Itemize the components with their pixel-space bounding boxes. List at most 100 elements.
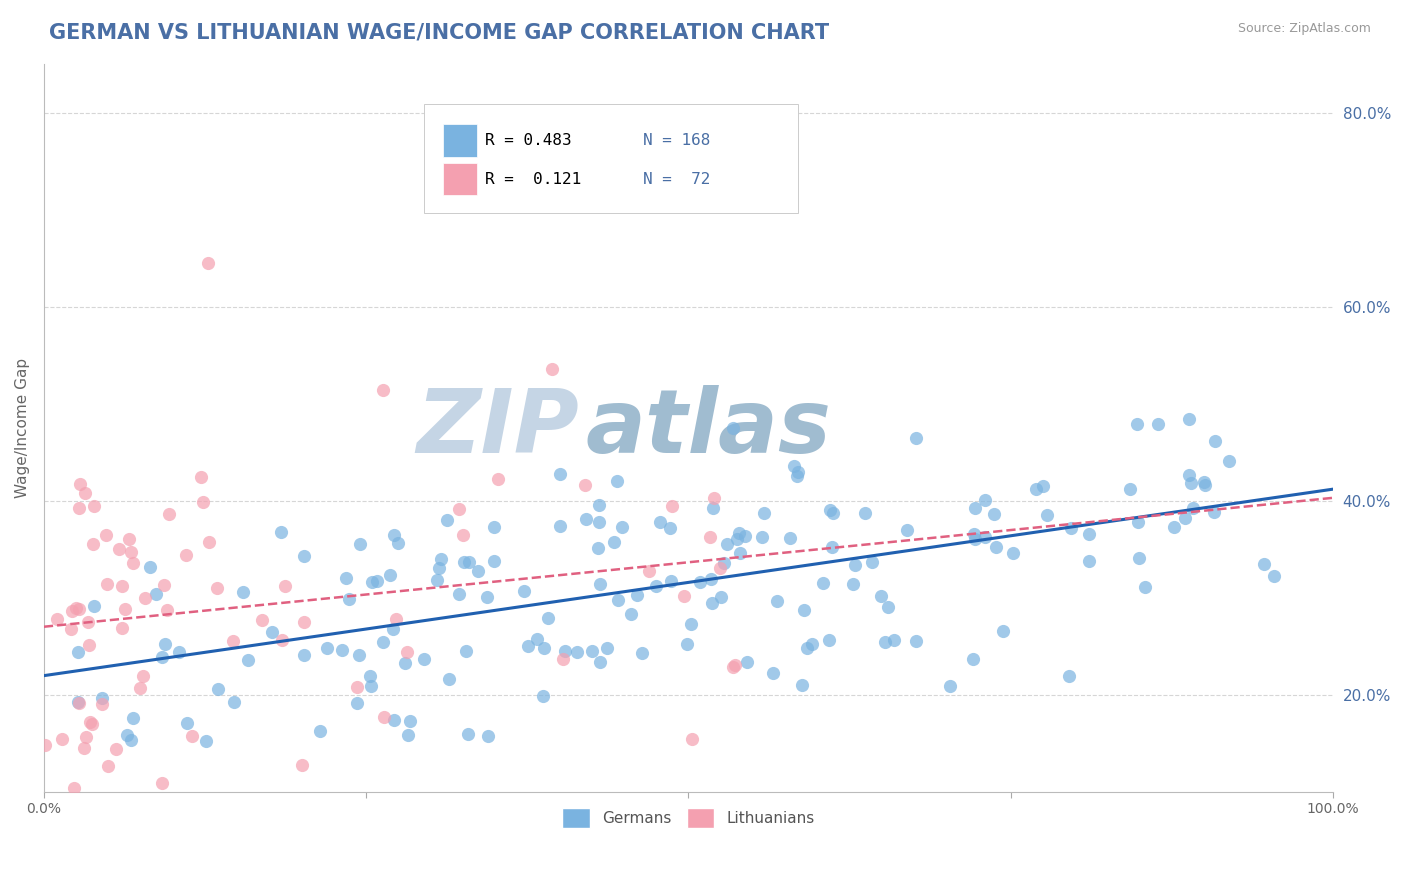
Point <box>721 660 744 674</box>
Point <box>361 575 384 590</box>
Point <box>118 532 141 546</box>
Point <box>176 716 198 731</box>
Point <box>1078 554 1101 568</box>
Point <box>575 512 598 526</box>
Point <box>96 577 118 591</box>
Point <box>396 728 419 742</box>
Point <box>193 495 215 509</box>
Point <box>382 714 405 728</box>
Point <box>727 525 749 540</box>
Point <box>603 535 626 549</box>
Point <box>371 383 394 397</box>
Point <box>382 528 405 542</box>
Point <box>679 616 702 631</box>
Point <box>574 478 596 492</box>
Point <box>105 742 128 756</box>
Point <box>236 653 259 667</box>
Point <box>429 552 451 566</box>
Point <box>83 499 105 513</box>
Point <box>121 557 143 571</box>
Point <box>1135 580 1157 594</box>
Point <box>783 459 806 474</box>
Point <box>596 640 619 655</box>
Point <box>387 535 409 549</box>
Point <box>699 530 721 544</box>
Point <box>111 579 134 593</box>
Text: atlas: atlas <box>585 384 831 472</box>
Point <box>60 604 83 618</box>
Point <box>842 576 865 591</box>
Point <box>659 521 682 535</box>
Point <box>860 555 883 569</box>
Point <box>735 655 758 669</box>
Point <box>82 537 104 551</box>
Point <box>721 421 744 435</box>
Point <box>385 612 408 626</box>
Point <box>77 615 100 629</box>
Point <box>107 542 129 557</box>
Point <box>548 519 571 533</box>
Point <box>965 532 987 546</box>
Point <box>607 592 630 607</box>
Text: R =  0.121: R = 0.121 <box>485 171 581 186</box>
Point <box>115 728 138 742</box>
Point <box>1194 475 1216 489</box>
Point <box>823 506 845 520</box>
Point <box>316 640 339 655</box>
Point <box>869 589 891 603</box>
Point <box>626 589 648 603</box>
Point <box>232 585 254 599</box>
Point <box>648 516 671 530</box>
Point <box>449 502 471 516</box>
Point <box>659 574 682 588</box>
Point <box>250 613 273 627</box>
Point <box>34 738 56 752</box>
Point <box>51 731 73 746</box>
Point <box>751 530 773 544</box>
Point <box>122 711 145 725</box>
Point <box>813 575 835 590</box>
Point <box>436 513 458 527</box>
Point <box>437 672 460 686</box>
Point <box>779 531 801 545</box>
Point <box>274 579 297 593</box>
Point <box>453 527 475 541</box>
Text: Source: ZipAtlas.com: Source: ZipAtlas.com <box>1237 22 1371 36</box>
Point <box>181 729 204 743</box>
FancyBboxPatch shape <box>443 163 477 195</box>
Point <box>69 476 91 491</box>
Point <box>675 637 697 651</box>
Point <box>1204 434 1226 448</box>
Point <box>159 507 181 521</box>
Point <box>449 587 471 601</box>
Point <box>150 776 173 790</box>
Point <box>537 610 560 624</box>
Point <box>153 637 176 651</box>
Point <box>673 590 696 604</box>
Point <box>153 578 176 592</box>
Point <box>610 520 633 534</box>
Point <box>589 655 612 669</box>
Point <box>156 603 179 617</box>
Point <box>347 648 370 662</box>
Point <box>1118 482 1140 496</box>
Point <box>1178 468 1201 483</box>
Point <box>962 652 984 666</box>
Text: N = 168: N = 168 <box>643 133 710 148</box>
Point <box>484 520 506 534</box>
Point <box>337 592 360 607</box>
Point <box>207 681 229 696</box>
Point <box>853 506 876 520</box>
Point <box>260 624 283 639</box>
Point <box>67 695 90 709</box>
Y-axis label: Wage/Income Gap: Wage/Income Gap <box>15 358 30 498</box>
Point <box>467 564 489 578</box>
Point <box>883 632 905 647</box>
Point <box>818 503 841 517</box>
Point <box>734 529 756 543</box>
Point <box>1002 545 1025 559</box>
Point <box>710 591 733 605</box>
Point <box>129 681 152 695</box>
Point <box>631 646 654 660</box>
Point <box>877 599 900 614</box>
